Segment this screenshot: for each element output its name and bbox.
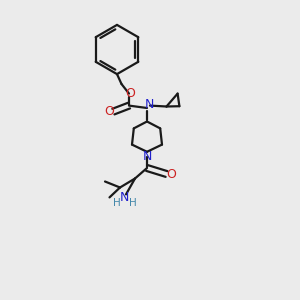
Text: H: H (112, 198, 120, 208)
Text: N: N (142, 149, 152, 163)
Text: N: N (120, 191, 129, 204)
Text: O: O (125, 87, 135, 100)
Text: O: O (167, 167, 176, 181)
Text: H: H (129, 198, 136, 208)
Text: O: O (104, 105, 114, 118)
Text: N: N (144, 98, 154, 111)
